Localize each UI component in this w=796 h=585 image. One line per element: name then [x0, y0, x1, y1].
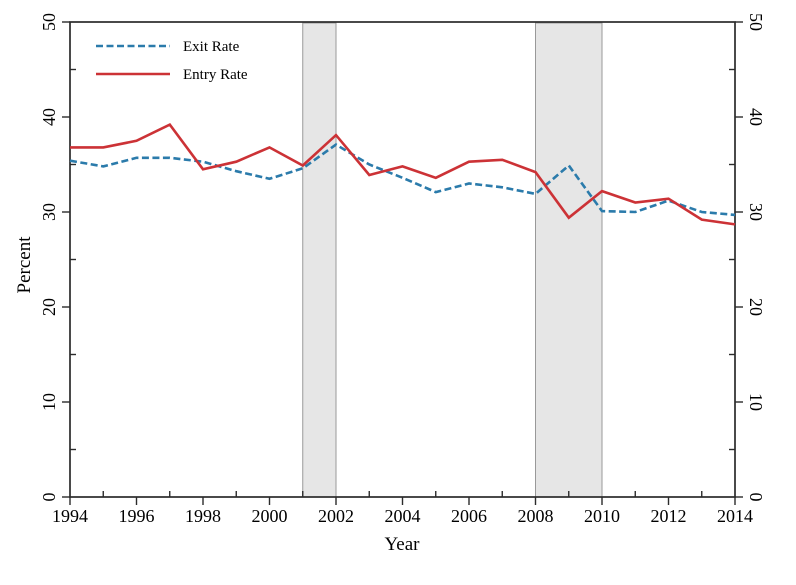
plot-frame — [69, 21, 736, 498]
y-tick-label-left: 20 — [39, 298, 59, 316]
recession-band — [535, 22, 603, 498]
legend-exit-rate-label: Exit Rate — [183, 39, 240, 55]
exit-rate-line — [69, 143, 736, 217]
x-tick-label: 1996 — [119, 506, 155, 526]
x-tick-label: 2010 — [584, 506, 620, 526]
y-tick-label-right: 0 — [746, 493, 766, 502]
entry-rate-line — [70, 122, 736, 226]
x-axis-title: Year — [384, 534, 420, 555]
y-tick-label-right: 20 — [746, 298, 766, 316]
x-tick-label: 2006 — [451, 506, 487, 526]
x-tick-label: 2012 — [651, 506, 687, 526]
y-tick-label-left: 30 — [39, 203, 59, 221]
y-tick-label-right: 40 — [746, 108, 766, 126]
recession-band — [302, 22, 337, 498]
y-tick-label-right: 30 — [746, 203, 766, 221]
x-tick-label: 2004 — [385, 506, 421, 526]
x-tick-label: 1998 — [185, 506, 221, 526]
y-tick-label-left: 50 — [39, 13, 59, 31]
y-tick-label-right: 10 — [746, 393, 766, 411]
y-tick-label-left: 40 — [39, 108, 59, 126]
data-series — [69, 122, 736, 226]
x-tick-label: 2000 — [252, 506, 288, 526]
y-tick-label-left: 0 — [39, 493, 59, 502]
x-tick-label: 2014 — [717, 506, 753, 526]
legend-entry-rate-label: Entry Rate — [183, 67, 248, 83]
legend: Exit Rate Entry Rate — [96, 39, 248, 83]
x-tick-label: 2002 — [318, 506, 354, 526]
y-axis-title: Percent — [14, 236, 35, 294]
y-tick-label-right: 50 — [746, 13, 766, 31]
x-tick-label: 2008 — [518, 506, 554, 526]
recession-bands — [302, 22, 603, 498]
axis-tick-labels: 0 0 10 10 20 20 30 30 40 40 50 50 1994 1996 1998 2000 20… — [39, 13, 766, 526]
x-tick-label: 1994 — [52, 506, 88, 526]
y-tick-label-left: 10 — [39, 393, 59, 411]
axis-ticks — [62, 21, 743, 505]
